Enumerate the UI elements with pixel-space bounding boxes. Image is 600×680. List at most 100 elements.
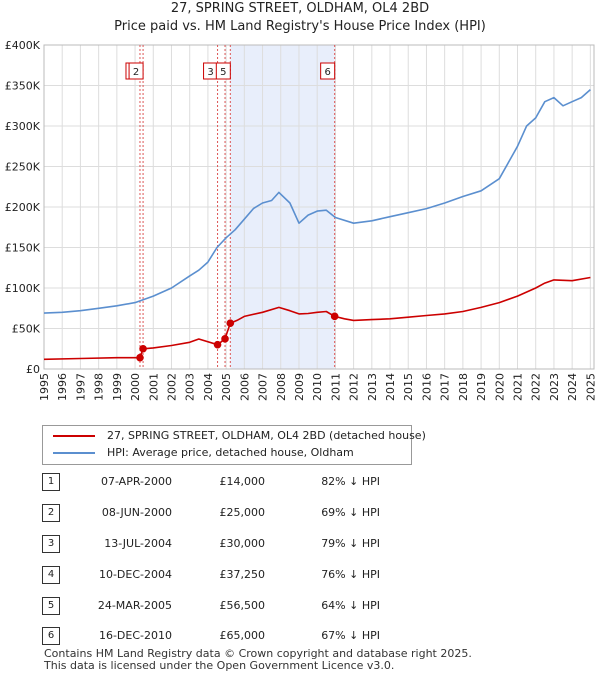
x-tick-label: 2007 [257, 373, 270, 401]
chart-legend: 27, SPRING STREET, OLDHAM, OL4 2BD (deta… [42, 425, 426, 465]
sale-row: 2 08-JUN-2000 £25,000 69% ↓ HPI [0, 503, 600, 523]
legend-swatch-property [53, 435, 95, 437]
sale-hpi-diff: 67% ↓ HPI [321, 629, 380, 642]
x-tick-label: 2021 [512, 373, 525, 401]
legend-item-property: 27, SPRING STREET, OLDHAM, OL4 2BD (deta… [53, 427, 426, 445]
sale-hpi-diff: 82% ↓ HPI [321, 475, 380, 488]
y-tick-label: £150K [5, 242, 41, 255]
x-tick-label: 2011 [329, 373, 342, 401]
sale-point [136, 353, 144, 362]
x-tick-label: 1995 [38, 373, 51, 401]
sale-price: £25,000 [219, 506, 266, 519]
x-tick-label: 2002 [165, 373, 178, 401]
x-tick-label: 2023 [548, 373, 561, 401]
sale-point [139, 344, 147, 353]
sale-date: 24-MAR-2005 [97, 599, 172, 612]
y-tick-label: £0 [26, 363, 40, 376]
sale-marker-box [320, 62, 336, 80]
sale-row: 6 16-DEC-2010 £65,000 67% ↓ HPI [0, 626, 600, 646]
sale-date: 16-DEC-2010 [98, 629, 172, 642]
property-series-line [43, 276, 591, 361]
plot-frame [43, 44, 595, 370]
sale-number: 3 [42, 535, 60, 553]
chart-title: 27, SPRING STREET, OLDHAM, OL4 2BD Price… [0, 0, 600, 36]
x-tick-label: 2003 [184, 373, 197, 401]
x-tick-label: 2019 [475, 373, 488, 401]
sale-date: 10-DEC-2004 [98, 568, 172, 581]
x-tick-label: 2000 [129, 373, 142, 401]
sale-marker-box [128, 62, 144, 80]
sale-number: 4 [42, 566, 60, 584]
x-tick-label: 2006 [238, 373, 251, 401]
legend-label-property: 27, SPRING STREET, OLDHAM, OL4 2BD (deta… [107, 429, 426, 442]
x-tick-label: 2024 [566, 373, 579, 401]
sale-point [226, 319, 235, 328]
sale-marker-box [215, 62, 231, 80]
sale-date: 08-JUN-2000 [101, 506, 172, 519]
y-tick-label: £300K [5, 120, 41, 133]
chart-title-line1: 27, SPRING STREET, OLDHAM, OL4 2BD [170, 1, 430, 16]
x-tick-label: 2001 [147, 373, 160, 401]
y-tick-label: £400K [5, 39, 41, 52]
chart-title-line2: Price paid vs. HM Land Registry's House … [114, 19, 486, 34]
footer-line1: Contains HM Land Registry data © Crown c… [44, 647, 472, 660]
sale-price: £37,250 [219, 568, 266, 581]
x-tick-label: 2018 [457, 373, 470, 401]
sale-date: 13-JUL-2004 [104, 537, 172, 550]
x-tick-label: 2020 [493, 373, 506, 401]
footer-attribution: Contains HM Land Registry data © Crown c… [44, 648, 472, 672]
sale-point [221, 335, 229, 343]
price-chart: 12356£0£50K£100K£150K£200K£250K£300K£350… [5, 39, 598, 401]
legend-swatch-hpi [53, 452, 95, 454]
x-tick-label: 2008 [275, 373, 288, 401]
sale-date: 07-APR-2000 [100, 475, 172, 488]
x-tick-label: 1998 [93, 373, 106, 401]
sale-price: £56,500 [219, 599, 266, 612]
footer-line2: This data is licensed under the Open Gov… [44, 659, 395, 672]
legend-item-hpi: HPI: Average price, detached house, Oldh… [53, 444, 354, 462]
sale-price: £65,000 [219, 629, 266, 642]
x-tick-label: 2010 [311, 373, 324, 401]
sale-marker-label: 2 [133, 67, 139, 78]
sale-point [213, 340, 222, 349]
sale-hpi-diff: 69% ↓ HPI [321, 506, 380, 519]
sale-number: 5 [42, 597, 60, 615]
x-tick-label: 2025 [584, 373, 597, 401]
y-tick-label: £350K [5, 80, 41, 93]
x-tick-label: 2005 [220, 373, 233, 401]
x-tick-label: 2012 [348, 373, 361, 401]
sale-row: 4 10-DEC-2004 £37,250 76% ↓ HPI [0, 565, 600, 585]
y-tick-label: £200K [5, 201, 41, 214]
sale-number: 2 [42, 504, 60, 522]
x-tick-label: 2014 [384, 373, 397, 401]
x-tick-label: 2009 [293, 373, 306, 401]
x-tick-label: 2016 [420, 373, 433, 401]
sale-marker-label: 6 [324, 67, 330, 78]
sale-hpi-diff: 79% ↓ HPI [321, 537, 380, 550]
sale-hpi-diff: 76% ↓ HPI [321, 568, 380, 581]
sale-price: £30,000 [219, 537, 266, 550]
y-tick-label: £50K [12, 323, 41, 336]
sale-row: 1 07-APR-2000 £14,000 82% ↓ HPI [0, 472, 600, 492]
legend-label-hpi: HPI: Average price, detached house, Oldh… [107, 446, 354, 459]
x-tick-label: 2013 [366, 373, 379, 401]
y-tick-label: £250K [5, 161, 41, 174]
x-tick-label: 2017 [439, 373, 452, 401]
sale-row: 5 24-MAR-2005 £56,500 64% ↓ HPI [0, 596, 600, 616]
x-tick-label: 2022 [530, 373, 543, 401]
sale-number: 6 [42, 627, 60, 645]
sale-number: 1 [42, 473, 60, 491]
x-tick-label: 1997 [74, 373, 87, 401]
hpi-series-line [43, 88, 591, 314]
x-tick-label: 1999 [111, 373, 124, 401]
sale-hpi-diff: 64% ↓ HPI [321, 599, 380, 612]
x-tick-label: 1996 [56, 373, 69, 401]
sale-marker-label: 3 [207, 67, 213, 78]
sale-row: 3 13-JUL-2004 £30,000 79% ↓ HPI [0, 534, 600, 554]
sale-point [330, 312, 339, 321]
x-tick-label: 2004 [202, 373, 215, 401]
y-tick-label: £100K [5, 282, 41, 295]
sale-price: £14,000 [219, 475, 266, 488]
sale-marker-label: 5 [220, 67, 226, 78]
x-tick-label: 2015 [402, 373, 415, 401]
